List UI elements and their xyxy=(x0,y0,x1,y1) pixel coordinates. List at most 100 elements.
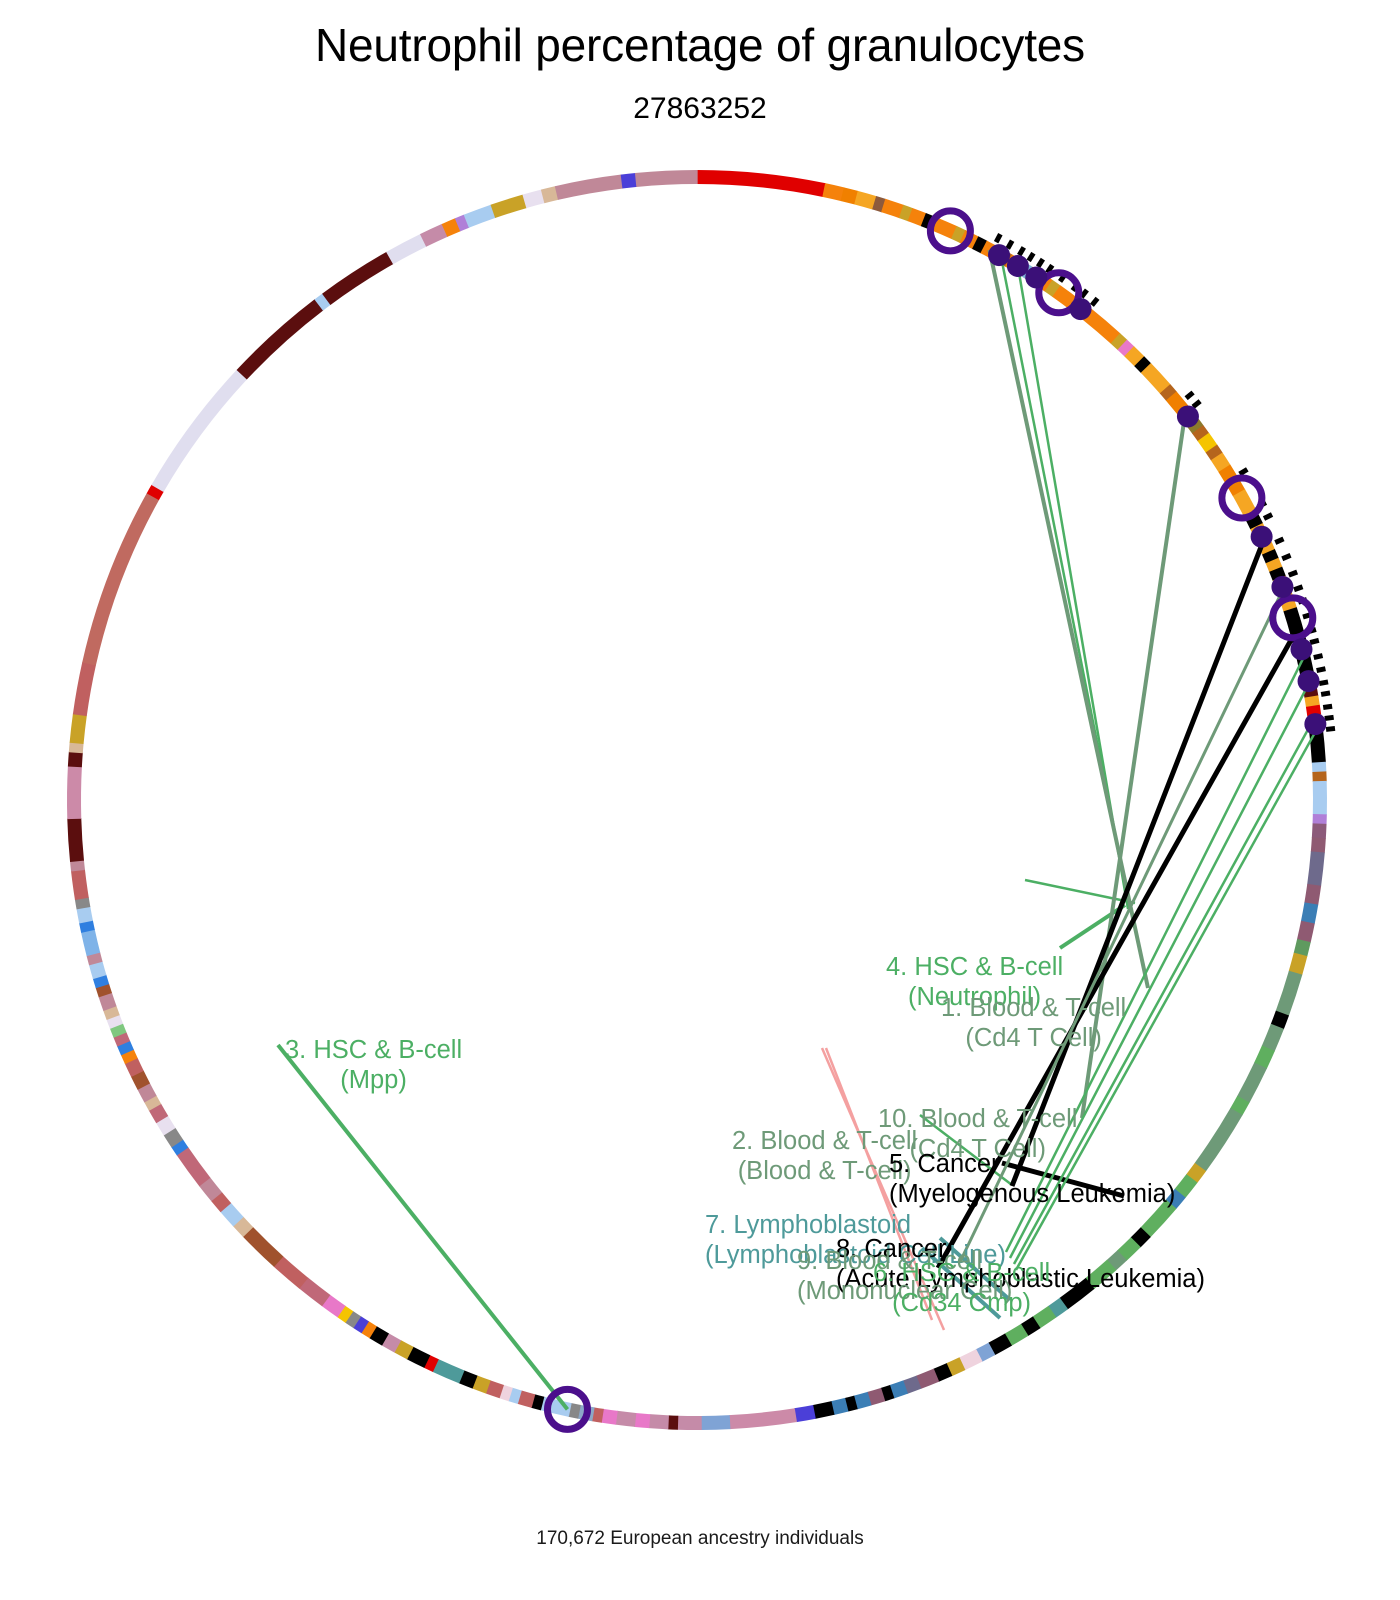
ring-segment xyxy=(975,1342,996,1362)
ring-segment xyxy=(907,207,927,227)
ring-segment xyxy=(1275,970,1303,1017)
marker-open-circle[interactable] xyxy=(543,1385,591,1433)
annotation-label-5[interactable]: 5. Cancer (Myelogenous Leukemia) xyxy=(889,1149,1175,1209)
ring-segment xyxy=(1270,1010,1290,1030)
significance-tick xyxy=(1293,584,1304,593)
significance-tick xyxy=(1287,569,1299,578)
marker-dot[interactable] xyxy=(1025,266,1048,289)
ring-segment xyxy=(1117,339,1135,357)
annotation-label-6[interactable]: 6. HSC & B-cell (Cd34 Cmp) xyxy=(873,1258,1050,1318)
marker-dot[interactable] xyxy=(1271,575,1294,598)
significance-tick xyxy=(1005,239,1015,250)
marker-open-circle[interactable] xyxy=(1035,269,1083,317)
ring-segment xyxy=(485,1380,504,1399)
annotation-label-1[interactable]: 1. Blood & T-cell (Cd4 T Cell) xyxy=(941,993,1126,1053)
annotation-detail: (Cd4 T Cell) xyxy=(965,1024,1102,1052)
annotation-label-4[interactable]: 4. HSC & B-cell (Neutrophil) xyxy=(886,952,1063,1012)
ring-segment xyxy=(176,1147,211,1187)
ring-segment xyxy=(1254,1045,1275,1070)
ring-segment xyxy=(615,1410,637,1427)
ring-segment xyxy=(1140,363,1171,394)
annotation-name: 5. Cancer xyxy=(889,1150,1000,1178)
significance-tick xyxy=(1324,714,1334,721)
ring-segment xyxy=(81,929,101,957)
ring-segment xyxy=(1232,489,1257,518)
annotation-name: 4. HSC & B-cell xyxy=(886,953,1064,981)
marker-dot[interactable] xyxy=(1176,405,1199,428)
annotation-detail: (Mpp) xyxy=(340,1066,407,1094)
ring-segment xyxy=(554,174,624,200)
significance-tick xyxy=(1026,251,1036,263)
marker-dot[interactable] xyxy=(1297,670,1320,693)
ring-segment xyxy=(1230,1095,1250,1116)
marker-dot[interactable] xyxy=(1006,254,1029,277)
marker-dot[interactable] xyxy=(1304,713,1327,736)
ring-segment xyxy=(701,1415,731,1430)
ring-segment xyxy=(1304,695,1320,708)
annotation-label-10[interactable]: 10. Blood & T-cell (Cd4 T Cell) xyxy=(878,1104,1077,1164)
ring-segment xyxy=(601,1408,618,1425)
annotation-label-7[interactable]: 7. Lymphoblastoid (Lymphoblastoid Cell Li… xyxy=(705,1210,1006,1270)
annotation-label-9[interactable]: 9. Blood & T-cell (Mononuclear Cell) xyxy=(797,1246,1012,1306)
annotation-detail: (Blood & T-cell) xyxy=(737,1157,912,1185)
ring-segment xyxy=(1116,1237,1141,1261)
marker-dot[interactable] xyxy=(1290,638,1313,661)
ring-segment xyxy=(929,216,958,240)
leader-line xyxy=(1004,657,1305,1253)
leader-line xyxy=(1008,682,1311,1259)
ring-segment xyxy=(68,742,84,754)
ring-segment xyxy=(988,1333,1012,1356)
ring-segment xyxy=(620,172,637,189)
ring-segment xyxy=(915,1368,940,1389)
annotation-label-2[interactable]: 2. Blood & T-cell (Blood & T-cell) xyxy=(732,1126,917,1186)
significance-tick xyxy=(1184,390,1195,401)
marker-open-circle[interactable] xyxy=(1269,594,1317,642)
page-title: Neutrophil percentage of granulocytes xyxy=(315,19,1085,71)
ring-segment xyxy=(853,1391,872,1410)
ring-segment xyxy=(667,1415,679,1430)
ring-segment xyxy=(1192,425,1210,442)
ring-segment xyxy=(591,1407,604,1423)
ring-segment xyxy=(1312,771,1327,782)
annotation-name: 2. Blood & T-cell xyxy=(732,1127,918,1155)
ring-segment xyxy=(220,1202,244,1227)
significance-tick xyxy=(1281,553,1292,562)
significance-tick xyxy=(1322,703,1333,711)
annotation-name: 9. Blood & T-cell xyxy=(797,1247,983,1275)
significance-tick xyxy=(1316,666,1326,674)
leader-line xyxy=(1058,903,1127,950)
leader-line xyxy=(1014,729,1318,1271)
ring-segment xyxy=(958,1349,983,1371)
marker-open-circle[interactable] xyxy=(1218,474,1266,522)
ring-segment xyxy=(67,818,84,863)
ring-segment xyxy=(146,484,164,501)
ring-segment xyxy=(1310,837,1326,854)
ring-segment xyxy=(946,1357,966,1377)
ring-segment xyxy=(1205,444,1223,461)
significance-tick xyxy=(1017,246,1026,257)
ring-segment xyxy=(71,869,89,900)
ring-segment xyxy=(1085,1259,1117,1290)
ring-segment xyxy=(889,1380,908,1399)
annotation-label-3[interactable]: 3. HSC & B-cell (Mpp) xyxy=(285,1035,462,1095)
ring-segment xyxy=(830,1397,849,1415)
marker-open-circle[interactable] xyxy=(926,207,974,255)
ring-segment xyxy=(1004,1323,1029,1346)
point-markers-group xyxy=(543,207,1327,1433)
marker-dot[interactable] xyxy=(988,244,1011,267)
annotation-name: 7. Lymphoblastoid xyxy=(705,1211,912,1239)
ring-segment xyxy=(171,1139,189,1156)
annotation-label-8[interactable]: 8. Cancer (Acute Lymphoblastic Leukemia) xyxy=(836,1234,1205,1294)
ring-segment xyxy=(902,1375,922,1394)
ring-segment xyxy=(1304,883,1322,906)
ring-segment xyxy=(236,299,324,380)
ring-segment xyxy=(1237,1062,1267,1104)
ring-segment xyxy=(98,992,117,1011)
annotation-name: 10. Blood & T-cell xyxy=(878,1105,1078,1133)
marker-dot[interactable] xyxy=(1250,525,1273,548)
significance-tick xyxy=(993,233,1003,244)
ring-segment xyxy=(67,765,82,820)
ring-segment xyxy=(1110,333,1128,351)
marker-dot[interactable] xyxy=(1069,298,1092,321)
